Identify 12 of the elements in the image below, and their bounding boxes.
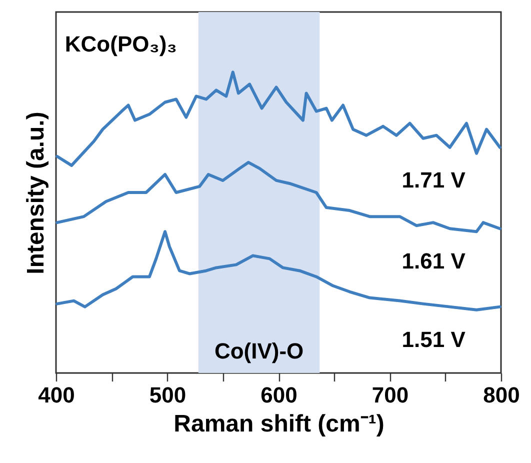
- series-label: 1.51 V: [402, 326, 466, 352]
- x-tick-label: 400: [38, 382, 75, 408]
- x-tick-label: 500: [149, 382, 186, 408]
- series-label: 1.71 V: [402, 167, 466, 192]
- x-tick-label: 600: [260, 382, 298, 408]
- band-label: Co(IV)-O: [214, 338, 304, 364]
- series-label: 1.61 V: [402, 248, 466, 274]
- x-axis-title: Raman shift (cm⁻¹): [174, 410, 384, 438]
- text: KCo(PO₃)₃: [64, 31, 177, 56]
- x-tick-label: 800: [483, 382, 520, 408]
- x-tick-label: 700: [372, 382, 409, 408]
- y-axis-title: Intensity (a.u.): [22, 112, 50, 274]
